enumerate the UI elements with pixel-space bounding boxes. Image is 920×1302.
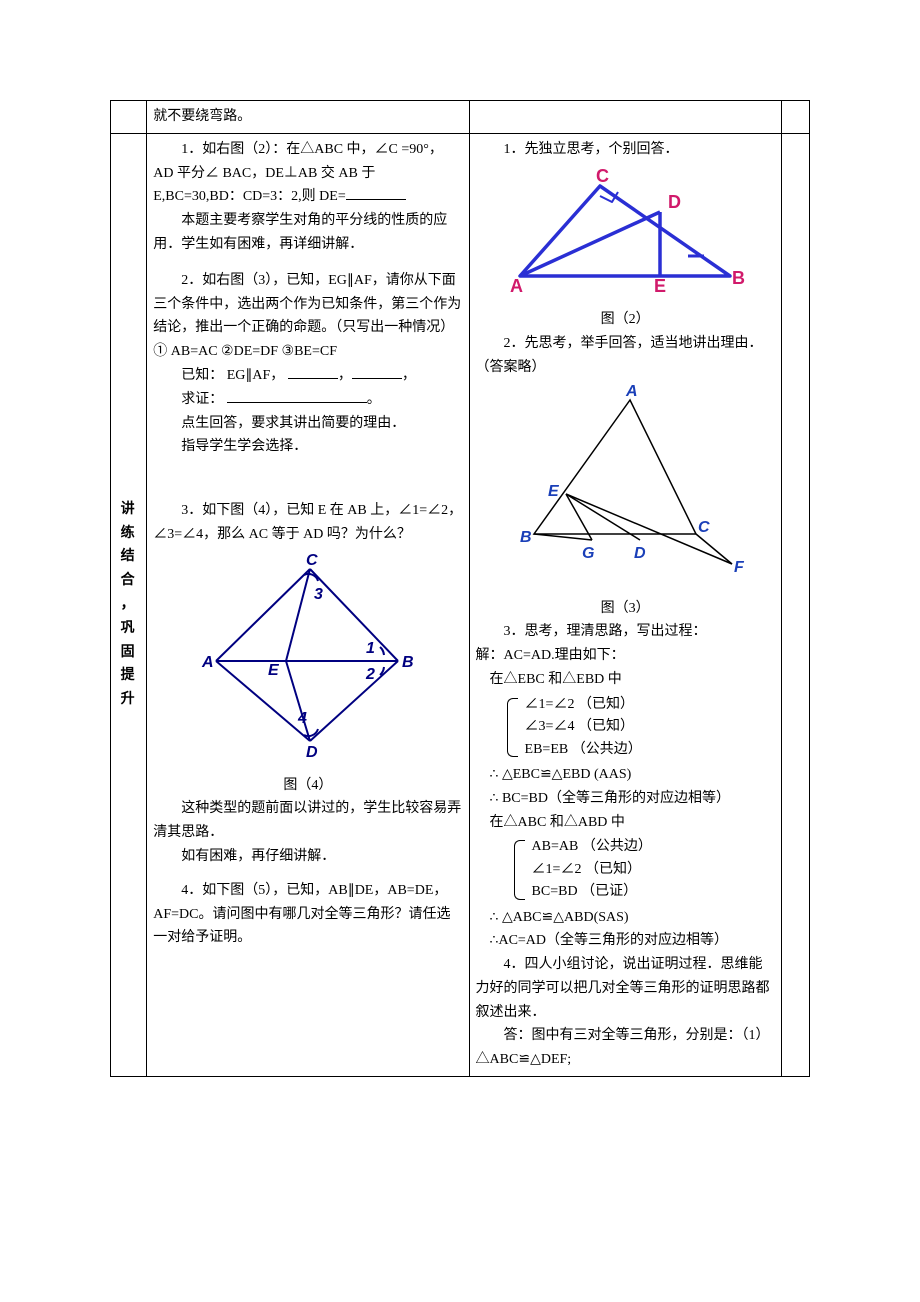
a3-b2-1: ∠1=∠2 （已知） bbox=[532, 859, 775, 881]
p2-given-label: 已知： EG∥AF， bbox=[181, 368, 284, 383]
a3-l3: ∴ △EBC≌△EBD (AAS) bbox=[476, 763, 775, 787]
a3-intro: 3．思考，理清思路，写出过程： bbox=[476, 620, 775, 644]
a4-b: 答：图中有三对全等三角形，分别是：（1）△ABC≌△DEF; bbox=[476, 1024, 775, 1072]
svg-text:E: E bbox=[548, 483, 560, 500]
vl7: 提 bbox=[117, 664, 140, 688]
a3-brace2: AB=AB （公共边） ∠1=∠2 （已知） BC=BD （已证） bbox=[504, 836, 775, 903]
p3-a: 3．如下图（4），已知 E 在 AB 上，∠1=∠2， ∠3=∠4，那么 AC … bbox=[153, 499, 462, 547]
p3-b: 这种类型的题前面以讲过的，学生比较容易弄清其思路． bbox=[153, 797, 462, 845]
p1-text: 1．如右图（2）：在△ABC 中，∠C =90°，AD 平分∠ BAC，DE⊥A… bbox=[153, 138, 462, 209]
a3-b1-0: ∠1=∠2 （已知） bbox=[525, 694, 775, 716]
svg-text:D: D bbox=[306, 744, 318, 761]
fig2-wrap: A B C D E bbox=[476, 166, 775, 305]
a3-l5: 在△ABC 和△ABD 中 bbox=[476, 811, 775, 835]
svg-text:B: B bbox=[732, 268, 745, 288]
vl2: 结 bbox=[117, 545, 140, 569]
p2-blank2 bbox=[352, 364, 402, 379]
svg-text:C: C bbox=[596, 166, 609, 186]
fig4-wrap: A B C D E 1 2 3 4 bbox=[153, 551, 462, 770]
vl6: 固 bbox=[117, 641, 140, 665]
svg-text:D: D bbox=[668, 192, 681, 212]
svg-text:G: G bbox=[582, 545, 594, 562]
vl3: 合 bbox=[117, 569, 140, 593]
row1-mid: 就不要绕弯路。 bbox=[147, 101, 469, 134]
answers-cell: 1．先独立思考，个别回答． A B C D E bbox=[469, 133, 781, 1076]
fig3-caption: 图（3） bbox=[476, 597, 775, 621]
fig3-wrap: A B C D E F G bbox=[476, 384, 775, 593]
svg-text:C: C bbox=[698, 519, 710, 536]
svg-text:A: A bbox=[510, 276, 523, 296]
p2-a: 2．如右图（3），已知，EG∥AF，请你从下面三个条件中，选出两个作为已知条件，… bbox=[153, 269, 462, 364]
p2-b: 点生回答，要求其讲出简要的理由． bbox=[153, 412, 462, 436]
svg-text:C: C bbox=[306, 552, 318, 569]
spacer2 bbox=[153, 459, 462, 499]
vl8: 升 bbox=[117, 688, 140, 712]
a3-b2-2: BC=BD （已证） bbox=[532, 881, 775, 903]
p2-prove-label: 求证： bbox=[181, 392, 223, 407]
a4-a: 4．四人小组讨论，说出证明过程．思维能力好的同学可以把几对全等三角形的证明思路都… bbox=[476, 953, 775, 1024]
a3-brace1: ∠1=∠2 （已知） ∠3=∠4 （已知） EB=EB （公共边） bbox=[497, 694, 775, 761]
vl0: 讲 bbox=[117, 498, 140, 522]
a3-l1: 解：AC=AD.理由如下： bbox=[476, 644, 775, 668]
svg-text:E: E bbox=[268, 662, 280, 679]
svg-text:F: F bbox=[734, 559, 745, 576]
fig2-caption: 图（2） bbox=[476, 308, 775, 332]
a3-b1-2: EB=EB （公共边） bbox=[525, 739, 775, 761]
a3-b1-1: ∠3=∠4 （已知） bbox=[525, 716, 775, 738]
fig4-svg: A B C D E 1 2 3 4 bbox=[198, 551, 418, 761]
p2-c: 指导学生学会选择． bbox=[153, 435, 462, 459]
fig3-svg: A B C D E F G bbox=[500, 384, 750, 584]
row1-left bbox=[111, 101, 147, 134]
far-right-cell bbox=[781, 133, 809, 1076]
svg-text:1: 1 bbox=[366, 640, 375, 657]
a3-l6: ∴ △ABC≌△ABD(SAS) bbox=[476, 906, 775, 930]
svg-text:A: A bbox=[201, 654, 214, 671]
svg-text:A: A bbox=[625, 384, 638, 400]
row1-right bbox=[469, 101, 781, 134]
fig2-svg: A B C D E bbox=[500, 166, 750, 296]
spacer bbox=[153, 257, 462, 269]
spacer3 bbox=[153, 869, 462, 879]
a2-text: 2．先思考，举手回答，适当地讲出理由．（答案略） bbox=[476, 332, 775, 380]
p2-period: 。 bbox=[367, 392, 381, 407]
vl1: 练 bbox=[117, 522, 140, 546]
p4-a: 4．如下图（5），已知，AB∥DE，AB=DE，AF=DC。请问图中有哪几对全等… bbox=[153, 879, 462, 950]
section-label-cell: 讲 练 结 合 ， 巩 固 提 升 bbox=[111, 133, 147, 1076]
row1-far bbox=[781, 101, 809, 134]
svg-text:3: 3 bbox=[314, 586, 323, 603]
vl5: 巩 bbox=[117, 617, 140, 641]
problems-cell: 1．如右图（2）：在△ABC 中，∠C =90°，AD 平分∠ BAC，DE⊥A… bbox=[147, 133, 469, 1076]
p2-blank3 bbox=[227, 388, 367, 403]
p2-given: 已知： EG∥AF， ，， bbox=[153, 364, 462, 388]
vl4: ， bbox=[117, 593, 140, 617]
a3-l2: 在△EBC 和△EBD 中 bbox=[476, 668, 775, 692]
p3-c: 如有困难，再仔细讲解． bbox=[153, 845, 462, 869]
a3-l7: ∴AC=AD（全等三角形的对应边相等） bbox=[476, 929, 775, 953]
a1-text: 1．先独立思考，个别回答． bbox=[476, 138, 775, 162]
svg-text:2: 2 bbox=[365, 666, 375, 683]
svg-text:D: D bbox=[634, 545, 646, 562]
svg-text:B: B bbox=[402, 654, 414, 671]
svg-text:B: B bbox=[520, 529, 532, 546]
p2-blank1 bbox=[288, 364, 338, 379]
p1-blank bbox=[346, 185, 406, 200]
a3-l4: ∴ BC=BD（全等三角形的对应边相等） bbox=[476, 787, 775, 811]
svg-text:4: 4 bbox=[297, 710, 307, 727]
fig4-caption: 图（4） bbox=[153, 774, 462, 798]
a3-b2-0: AB=AB （公共边） bbox=[532, 836, 775, 858]
svg-text:E: E bbox=[654, 276, 666, 296]
p2-prove: 求证： 。 bbox=[153, 388, 462, 412]
p1-b: 本题主要考察学生对角的平分线的性质的应用．学生如有困难，再详细讲解． bbox=[153, 209, 462, 257]
row1-text: 就不要绕弯路。 bbox=[153, 109, 251, 124]
